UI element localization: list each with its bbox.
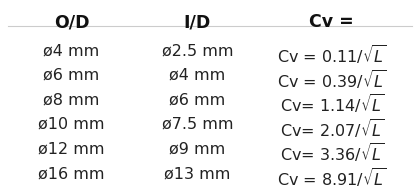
Text: ø2.5 mm: ø2.5 mm xyxy=(162,43,233,58)
Text: O/D: O/D xyxy=(54,13,89,31)
Text: I/D: I/D xyxy=(184,13,211,31)
Text: ø13 mm: ø13 mm xyxy=(164,166,231,181)
Text: ø8 mm: ø8 mm xyxy=(43,92,100,107)
Text: Cv = 8.91/$\sqrt{L}$: Cv = 8.91/$\sqrt{L}$ xyxy=(277,166,387,189)
Text: ø16 mm: ø16 mm xyxy=(38,166,105,181)
Text: Cv =: Cv = xyxy=(310,13,354,31)
Text: Cv= 3.36/$\sqrt{L}$: Cv= 3.36/$\sqrt{L}$ xyxy=(280,142,384,165)
Text: ø6 mm: ø6 mm xyxy=(43,68,100,83)
Text: ø6 mm: ø6 mm xyxy=(169,92,226,107)
Text: Cv= 2.07/$\sqrt{L}$: Cv= 2.07/$\sqrt{L}$ xyxy=(280,117,384,140)
Text: Cv = 0.39/$\sqrt{L}$: Cv = 0.39/$\sqrt{L}$ xyxy=(277,68,387,91)
Text: ø12 mm: ø12 mm xyxy=(38,142,105,156)
Text: Cv = 0.11/$\sqrt{L}$: Cv = 0.11/$\sqrt{L}$ xyxy=(277,43,387,66)
Text: ø4 mm: ø4 mm xyxy=(43,43,100,58)
Text: Cv= 1.14/$\sqrt{L}$: Cv= 1.14/$\sqrt{L}$ xyxy=(280,92,384,115)
Text: ø10 mm: ø10 mm xyxy=(38,117,105,132)
Text: ø9 mm: ø9 mm xyxy=(169,142,226,156)
Text: ø4 mm: ø4 mm xyxy=(169,68,226,83)
Text: ø7.5 mm: ø7.5 mm xyxy=(162,117,233,132)
